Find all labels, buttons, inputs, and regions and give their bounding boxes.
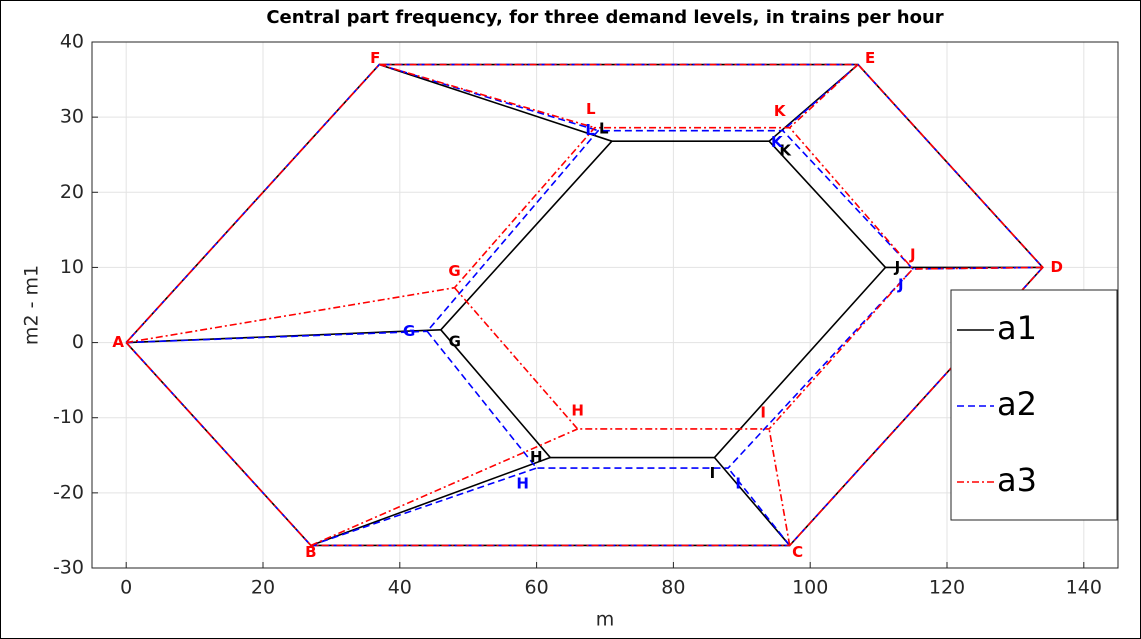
terminal-label: E bbox=[865, 49, 875, 67]
chart-title: Central part frequency, for three demand… bbox=[266, 7, 943, 28]
spoke bbox=[126, 286, 455, 344]
node-label: G bbox=[448, 262, 460, 280]
spoke bbox=[912, 266, 1043, 270]
x-tick-label: 40 bbox=[388, 577, 412, 599]
x-tick-label: 140 bbox=[1066, 577, 1102, 599]
node-label: I bbox=[735, 475, 741, 493]
node-label: L bbox=[599, 120, 609, 138]
node-label: J bbox=[909, 245, 916, 263]
y-tick-label: 40 bbox=[60, 31, 84, 53]
spoke bbox=[727, 467, 791, 546]
y-tick-label: -10 bbox=[53, 406, 84, 428]
x-axis-label: m bbox=[596, 609, 615, 631]
y-axis-label: m2 - m1 bbox=[21, 265, 43, 345]
node-label: G bbox=[449, 332, 461, 350]
y-tick-label: 10 bbox=[60, 256, 84, 278]
node-label: J bbox=[897, 275, 904, 293]
terminal-label: F bbox=[370, 49, 380, 67]
terminal-label: A bbox=[112, 333, 124, 351]
y-tick-label: 0 bbox=[72, 331, 84, 353]
x-tick-label: 0 bbox=[120, 577, 132, 599]
node-label: G bbox=[403, 322, 415, 340]
x-tick-label: 120 bbox=[929, 577, 965, 599]
x-tick-label: 100 bbox=[792, 577, 828, 599]
y-tick-label: -30 bbox=[53, 557, 84, 579]
node-label: K bbox=[774, 102, 787, 120]
node-label: H bbox=[516, 475, 529, 493]
legend: a1 a2 a3 bbox=[950, 289, 1118, 521]
node-label: J bbox=[894, 258, 901, 276]
node-label: K bbox=[771, 133, 784, 151]
node-label: K bbox=[779, 142, 792, 160]
node-label: L bbox=[586, 100, 596, 118]
x-tick-label: 20 bbox=[251, 577, 275, 599]
spoke bbox=[310, 467, 537, 547]
plot-border bbox=[91, 41, 1119, 569]
spoke bbox=[713, 457, 791, 546]
y-tick-label: 20 bbox=[60, 181, 84, 203]
spoke bbox=[379, 63, 599, 132]
node-label: I bbox=[760, 403, 766, 421]
spoke bbox=[768, 428, 791, 546]
node-label: I bbox=[710, 464, 716, 482]
terminal-label: D bbox=[1051, 258, 1063, 276]
spoke bbox=[310, 428, 578, 547]
spoke bbox=[379, 63, 613, 142]
legend-label: a2 bbox=[997, 385, 1037, 423]
node-label: H bbox=[571, 401, 584, 419]
x-tick-label: 60 bbox=[525, 577, 549, 599]
terminal-label: C bbox=[792, 543, 803, 561]
legend-label: a3 bbox=[997, 461, 1037, 499]
y-tick-label: 30 bbox=[60, 106, 84, 128]
spoke bbox=[126, 330, 428, 344]
spoke bbox=[789, 63, 859, 129]
inner-ring bbox=[453, 126, 914, 430]
spoke bbox=[310, 456, 551, 547]
node-label: H bbox=[530, 448, 543, 466]
inner-ring bbox=[426, 129, 914, 469]
terminal-label: B bbox=[305, 543, 316, 561]
y-tick-label: -20 bbox=[53, 481, 84, 503]
x-tick-label: 80 bbox=[661, 577, 685, 599]
legend-label: a1 bbox=[997, 309, 1037, 347]
node-label: L bbox=[585, 121, 595, 139]
